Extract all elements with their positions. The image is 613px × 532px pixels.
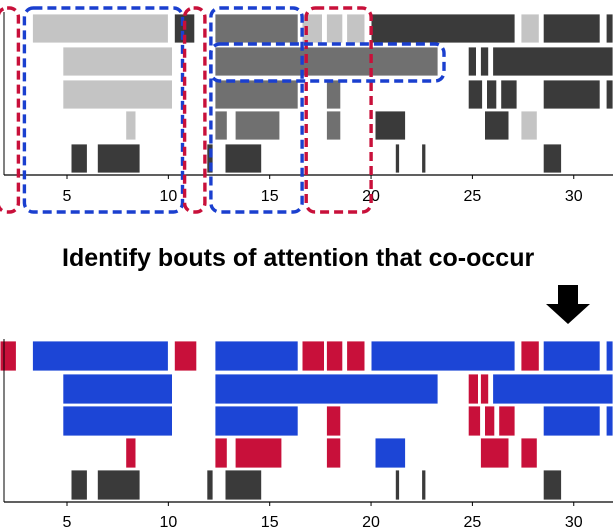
- highlight-box: [304, 6, 373, 214]
- attention-bout: [480, 373, 490, 405]
- attention-bout: [70, 143, 88, 174]
- attention-bout: [520, 437, 538, 469]
- attention-bout: [484, 110, 510, 141]
- x-tick-label: 20: [362, 514, 380, 531]
- attention-bout: [467, 373, 479, 405]
- x-tick-label: 10: [159, 514, 177, 531]
- attention-bout: [214, 110, 228, 141]
- attention-bout: [125, 437, 137, 469]
- attention-bout: [484, 405, 496, 437]
- attention-bout: [173, 340, 198, 372]
- x-tick-label: 5: [63, 514, 72, 531]
- down-arrow-icon: [546, 285, 590, 324]
- attention-bout: [32, 13, 169, 44]
- attention-bout: [326, 340, 344, 372]
- attention-bout: [0, 340, 17, 372]
- attention-bout: [214, 405, 299, 437]
- attention-bout: [605, 79, 613, 110]
- attention-bout: [346, 13, 366, 44]
- attention-bout: [605, 405, 613, 437]
- attention-bout: [224, 143, 263, 174]
- attention-bout: [467, 405, 481, 437]
- attention-bout: [125, 110, 137, 141]
- attention-bout: [421, 143, 427, 174]
- x-tick-label: 30: [565, 188, 583, 205]
- attention-bout: [214, 340, 299, 372]
- highlight-box: [0, 6, 21, 214]
- x-tick-label: 30: [565, 514, 583, 531]
- attention-bout: [492, 46, 613, 77]
- attention-bout: [234, 110, 281, 141]
- attention-bout: [214, 13, 299, 44]
- attention-bout: [62, 46, 173, 77]
- bottom-timeline-panel: 5 10 15 20 25 30: [0, 339, 613, 531]
- highlight-box: [209, 42, 446, 83]
- attention-bout: [605, 340, 613, 372]
- attention-bout: [370, 340, 516, 372]
- attention-bout: [214, 437, 228, 469]
- attention-bout: [326, 437, 342, 469]
- attention-bout: [234, 437, 283, 469]
- attention-bout: [374, 437, 406, 469]
- x-tick-label: 10: [159, 188, 177, 205]
- x-tick-label: 25: [464, 514, 482, 531]
- attention-bout: [520, 13, 540, 44]
- attention-bout: [394, 143, 400, 174]
- attention-bout: [542, 405, 601, 437]
- attention-bout: [214, 46, 439, 77]
- attention-bout: [214, 79, 299, 110]
- attention-bout: [224, 469, 263, 501]
- x-tick-label: 15: [261, 188, 279, 205]
- highlight-box: [182, 6, 207, 214]
- attention-bout: [498, 405, 516, 437]
- attention-bout: [542, 13, 601, 44]
- attention-bout: [70, 469, 88, 501]
- attention-bout: [326, 405, 342, 437]
- attention-bout: [326, 13, 344, 44]
- highlight-box: [22, 6, 185, 214]
- attention-bout: [97, 469, 141, 501]
- attention-bout: [421, 469, 427, 501]
- attention-bout: [62, 79, 173, 110]
- attention-bout: [480, 46, 490, 77]
- attention-bout: [605, 13, 613, 44]
- attention-bout: [326, 110, 342, 141]
- attention-bout: [206, 469, 214, 501]
- attention-bout: [542, 143, 562, 174]
- attention-bout: [370, 13, 516, 44]
- attention-bout: [520, 110, 538, 141]
- attention-bout: [542, 79, 601, 110]
- attention-bout: [214, 373, 439, 405]
- highlight-box: [209, 6, 304, 214]
- attention-bout: [394, 469, 400, 501]
- attention-bout: [492, 373, 613, 405]
- attention-bout: [467, 46, 477, 77]
- attention-bout: [374, 110, 406, 141]
- attention-bout: [326, 79, 342, 110]
- attention-bout: [486, 79, 498, 110]
- attention-bout: [346, 340, 366, 372]
- top-timeline-panel: 5 10 15 20 25 30: [0, 6, 613, 214]
- attention-bout: [520, 340, 540, 372]
- attention-bout: [467, 79, 483, 110]
- attention-bout: [542, 469, 562, 501]
- attention-bout: [62, 373, 173, 405]
- attention-bout: [301, 340, 325, 372]
- attention-bout: [32, 340, 169, 372]
- x-tick-label: 25: [464, 188, 482, 205]
- x-tick-label: 15: [261, 514, 279, 531]
- attention-bout: [500, 79, 518, 110]
- attention-bout: [480, 437, 510, 469]
- figure-caption: Identify bouts of attention that co-occu…: [62, 244, 534, 272]
- attention-bout: [97, 143, 141, 174]
- attention-bout: [62, 405, 173, 437]
- x-tick-label: 5: [63, 188, 72, 205]
- attention-bout: [542, 340, 601, 372]
- attention-bout: [206, 143, 214, 174]
